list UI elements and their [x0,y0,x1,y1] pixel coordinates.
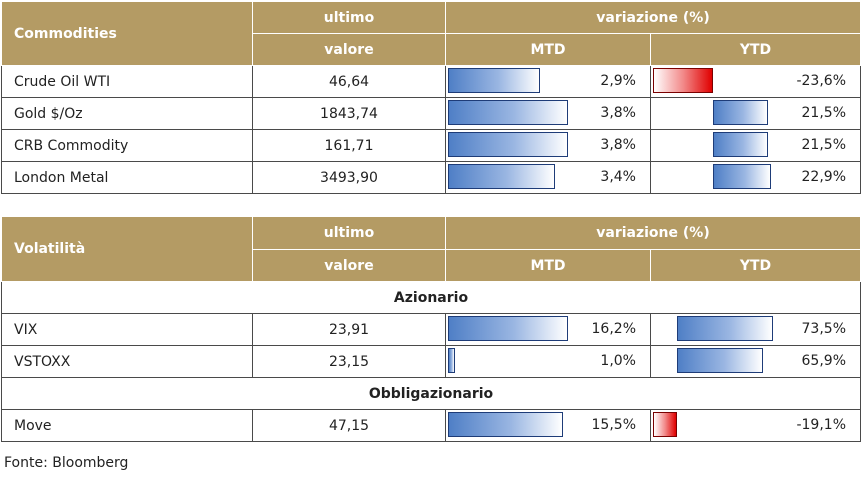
mtd-pct: 16,2% [591,321,636,337]
row-value: 23,15 [252,345,446,378]
commodities-header-last-line1: ultimo [252,1,446,34]
mtd-cell: 15,5% [445,409,651,442]
commodities-rows: Crude Oil WTI 46,64 2,9% -23,6% Gold $/Oz 184… [1,65,861,194]
table-row: Gold $/Oz 1843,74 3,8% 21,5% [1,97,861,130]
mtd-bar [448,348,456,373]
section-bond-label: Obbligazionario [1,377,861,410]
mtd-pct: 2,9% [600,73,636,89]
row-name: VSTOXX [1,345,253,378]
ytd-pct: 21,5% [801,137,846,153]
table-row: VIX 23,91 16,2% 73,5% [1,313,861,346]
mtd-cell: 3,8% [445,129,651,162]
row-name: Gold $/Oz [1,97,253,130]
ytd-cell: 21,5% [650,97,861,130]
mtd-cell: 16,2% [445,313,651,346]
ytd-bar [713,100,768,125]
table-row: Crude Oil WTI 46,64 2,9% -23,6% [1,65,861,98]
row-name: CRB Commodity [1,129,253,162]
row-name: Move [1,409,253,442]
volatility-header-mtd: MTD [445,249,651,282]
commodities-header-last-line2: valore [252,33,446,66]
ytd-bar [653,68,713,93]
ytd-bar [653,412,677,437]
mtd-cell: 2,9% [445,65,651,98]
row-name: Crude Oil WTI [1,65,253,98]
mtd-cell: 3,8% [445,97,651,130]
ytd-cell: 73,5% [650,313,861,346]
commodities-table: Commodities ultimo variazione (%) valore… [1,1,861,194]
ytd-pct: 22,9% [801,169,846,185]
ytd-cell: -19,1% [650,409,861,442]
commodities-header-change: variazione (%) [445,1,861,34]
row-value: 161,71 [252,129,446,162]
mtd-bar [448,316,568,341]
mtd-pct: 3,8% [600,105,636,121]
commodities-header-ytd: YTD [650,33,861,66]
mtd-cell: 3,4% [445,161,651,194]
volatility-header-last-line1: ultimo [252,216,446,250]
ytd-cell: 22,9% [650,161,861,194]
equity-rows: VIX 23,91 16,2% 73,5% VSTOXX 23,15 1,0% 65,9% [1,313,861,378]
ytd-cell: -23,6% [650,65,861,98]
ytd-pct: -23,6% [796,73,846,89]
mtd-pct: 3,4% [600,169,636,185]
table-row: CRB Commodity 161,71 3,8% 21,5% [1,129,861,162]
ytd-pct: 73,5% [801,321,846,337]
ytd-bar [677,316,773,341]
table-row: Move 47,15 15,5% -19,1% [1,409,861,442]
row-name: London Metal [1,161,253,194]
row-value: 46,64 [252,65,446,98]
mtd-cell: 1,0% [445,345,651,378]
row-value: 23,91 [252,313,446,346]
mtd-bar [448,68,540,93]
bond-rows: Move 47,15 15,5% -19,1% [1,409,861,442]
ytd-pct: -19,1% [796,417,846,433]
row-name: VIX [1,313,253,346]
ytd-pct: 21,5% [801,105,846,121]
commodities-header-mtd: MTD [445,33,651,66]
table-row: VSTOXX 23,15 1,0% 65,9% [1,345,861,378]
row-value: 3493,90 [252,161,446,194]
mtd-pct: 1,0% [600,353,636,369]
ytd-bar [713,132,768,157]
commodities-header-name: Commodities [1,1,253,66]
section-equity-label: Azionario [1,281,861,314]
volatility-header-ytd: YTD [650,249,861,282]
source-note: Fonte: Bloomberg [4,455,129,471]
table-row: London Metal 3493,90 3,4% 22,9% [1,161,861,194]
volatility-table: Volatilità ultimo variazione (%) valore … [1,216,861,442]
mtd-bar [448,164,556,189]
mtd-bar [448,132,568,157]
ytd-bar [677,348,764,373]
mtd-pct: 3,8% [600,137,636,153]
mtd-pct: 15,5% [591,417,636,433]
mtd-bar [448,100,568,125]
volatility-header-change: variazione (%) [445,216,861,250]
row-value: 47,15 [252,409,446,442]
ytd-cell: 21,5% [650,129,861,162]
volatility-header-name: Volatilità [1,216,253,282]
ytd-cell: 65,9% [650,345,861,378]
volatility-header-last-line2: valore [252,249,446,282]
ytd-pct: 65,9% [801,353,846,369]
mtd-bar [448,412,563,437]
row-value: 1843,74 [252,97,446,130]
ytd-bar [713,164,772,189]
